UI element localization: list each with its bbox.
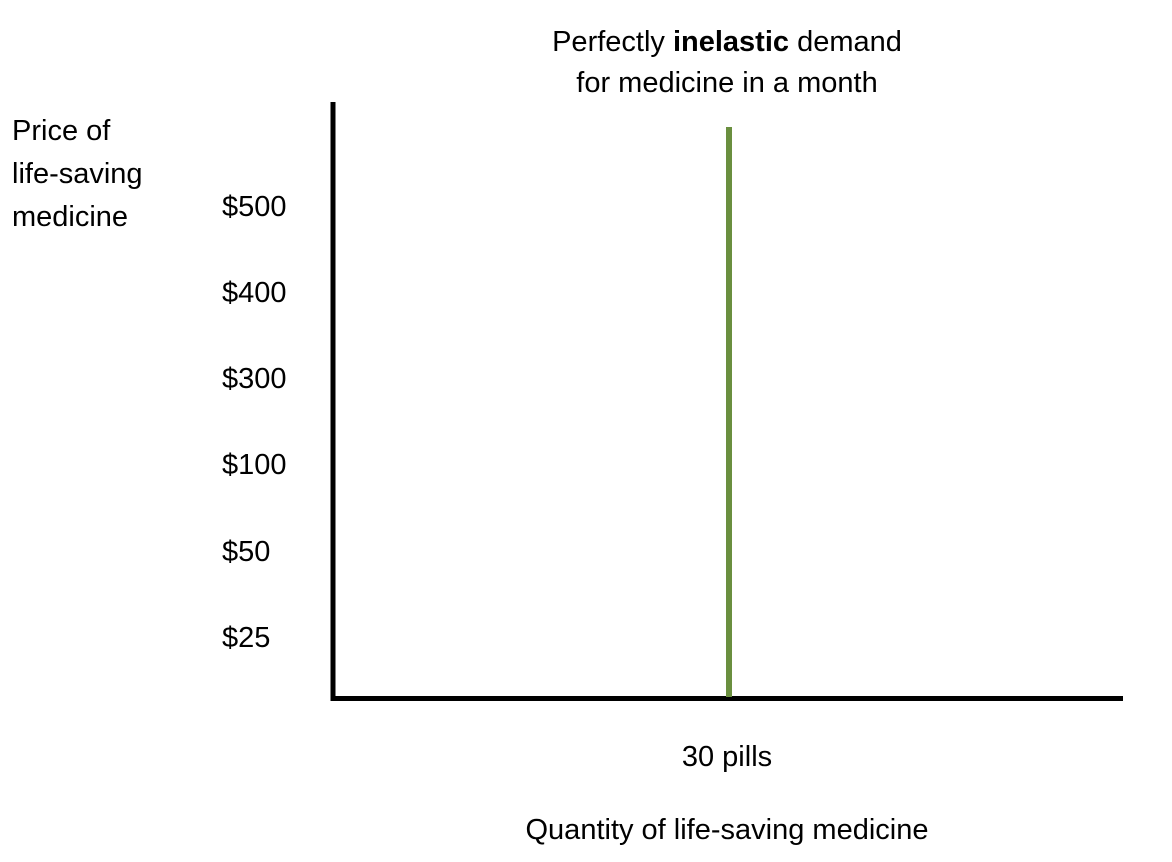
chart-title-text-before: Perfectly [552,26,673,58]
y-tick-label: $400 [222,277,287,309]
y-tick-label: $25 [222,622,270,654]
y-axis-label-line-2: life-saving [12,158,143,190]
x-tick-label: 30 pills [682,741,772,773]
y-tick-label: $100 [222,449,287,481]
chart-title-line-1: Perfectly inelastic demand [552,26,902,58]
y-tick-label: $50 [222,536,270,568]
chart-title-bold-word: inelastic [673,26,789,58]
y-tick-label: $500 [222,191,287,223]
chart-title-line-2: for medicine in a month [576,67,877,99]
y-axis-label-line-1: Price of [12,115,111,147]
y-tick-label: $300 [222,363,287,395]
x-axis-label: Quantity of life-saving medicine [526,814,929,846]
y-axis-label-line-3: medicine [12,201,128,233]
chart-title-text-after: demand [789,26,902,58]
